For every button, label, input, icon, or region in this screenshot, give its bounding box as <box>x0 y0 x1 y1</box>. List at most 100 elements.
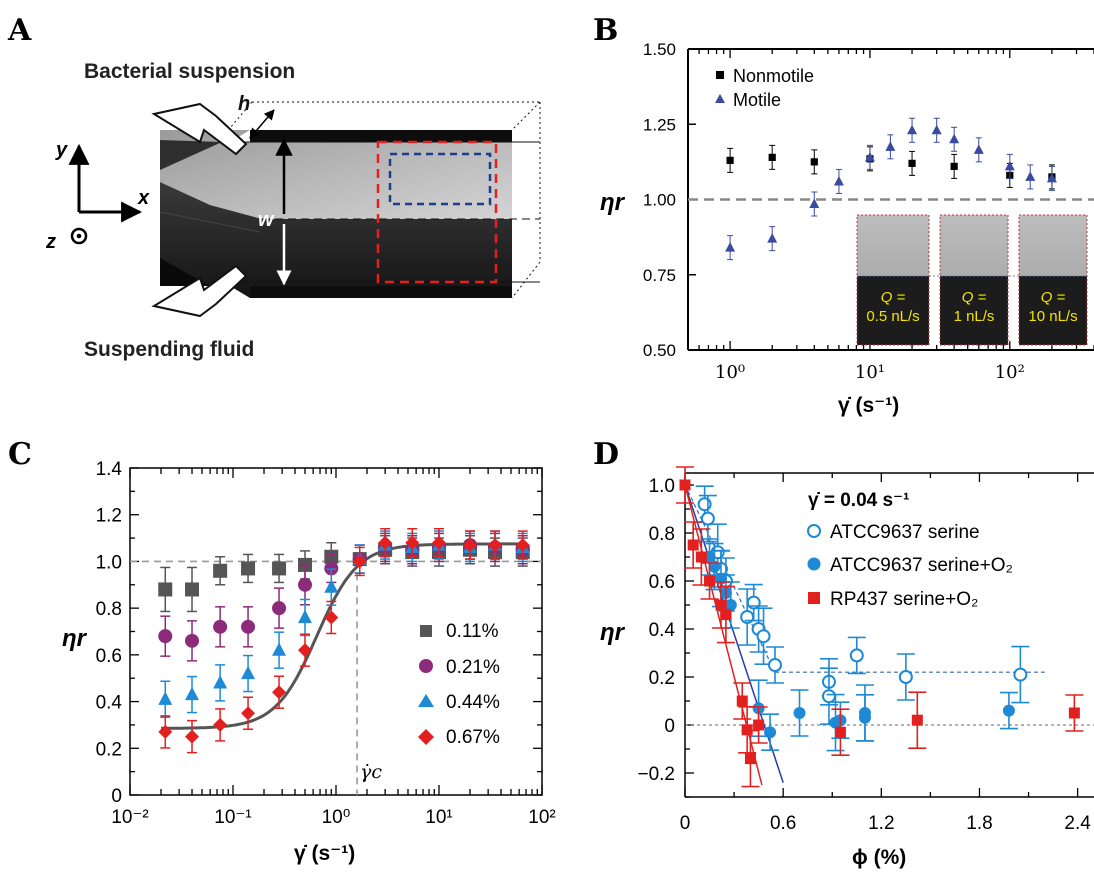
d-xtick-label: 2.4 <box>1064 813 1091 834</box>
b-point-triangle <box>809 198 820 209</box>
legend-021-marker <box>419 659 433 673</box>
d-ytick-label: 1.0 <box>649 476 675 497</box>
legend-021-label: 0.21% <box>446 657 500 678</box>
c-ytick-label: 0.6 <box>96 646 122 667</box>
c-point-diamond <box>488 538 503 553</box>
c-point-triangle <box>185 686 200 701</box>
c-point-diamond <box>378 535 393 550</box>
c-ytick-label: 0.4 <box>96 693 123 714</box>
panel-b-chart: 0.50 0.75 1.00 1.25 1.50 10⁰ 10¹ 10² Q = 0.5 nL… <box>600 40 1094 417</box>
d-ytick-label: 0.8 <box>649 524 675 545</box>
b-point-triangle <box>885 141 896 151</box>
d-point-square <box>753 719 765 731</box>
b-point-triangle <box>1004 160 1015 171</box>
b-point-square <box>768 153 776 161</box>
b-point-triangle <box>767 233 778 243</box>
c-point-diamond <box>185 729 200 744</box>
critical-shear-label: γ̇c <box>360 761 382 783</box>
c-point-triangle <box>158 691 173 705</box>
b-ytick-label: 1.25 <box>643 115 676 134</box>
inlet-arrow-bottom <box>151 264 248 318</box>
d-xtick-label: 1.2 <box>868 813 894 834</box>
channel-micrograph <box>159 130 512 298</box>
b-point-triangle <box>833 175 844 186</box>
d-point-square <box>687 539 699 551</box>
legend-044-label: 0.44% <box>446 692 500 713</box>
b-point-square <box>810 158 818 166</box>
c-point-diamond <box>432 535 446 550</box>
legend-nonmotile-label: Nonmotile <box>733 66 814 86</box>
d-point-open-circle <box>898 670 913 684</box>
c-point-diamond <box>463 538 478 553</box>
inset-1-flow-value: 0.5 nL/s <box>866 308 919 325</box>
c-point-diamond <box>158 724 173 739</box>
d-point-square <box>679 479 691 491</box>
d-ytick-label: 0.4 <box>649 620 676 641</box>
c-point-diamond <box>324 610 339 625</box>
legend-rp437-label: RP437 serine+O₂ <box>830 589 978 610</box>
dim-w-label: w <box>258 209 275 231</box>
d-point-square <box>834 726 846 738</box>
c-point-circle <box>297 577 312 592</box>
coordinate-axes: y x z <box>45 139 150 253</box>
d-xtick-label: 0.6 <box>770 813 796 834</box>
d-point-open-circle <box>849 648 864 663</box>
d-point-open-circle <box>697 497 712 512</box>
d-point-open-circle <box>1013 667 1028 682</box>
c-point-triangle <box>241 665 256 680</box>
legend-011-marker <box>420 625 432 637</box>
legend-044-marker <box>418 694 434 707</box>
axis-x-label: x <box>137 187 150 209</box>
b-point-triangle <box>1046 172 1057 183</box>
c-ytick-label: 0.2 <box>96 739 122 760</box>
b-point-triangle <box>1025 171 1036 181</box>
microfluidic-schematic: Bacterial suspension Suspending fluid <box>45 60 541 361</box>
inset-3-q-label: Q = <box>1041 289 1066 306</box>
c-point-square <box>272 561 287 576</box>
c-point-diamond <box>515 538 530 553</box>
d-point-open-circle <box>756 629 771 644</box>
d-point-circle <box>764 726 777 739</box>
b-xtick-label: 10⁰ <box>715 362 745 383</box>
c-ytick-label: 1.0 <box>96 552 122 573</box>
legend-067-label: 0.67% <box>446 727 500 748</box>
panel-letter-d: D <box>593 437 619 472</box>
legend-067-marker <box>418 729 434 745</box>
c-point-triangle <box>324 579 339 593</box>
c-ytick-label: 0.8 <box>96 599 122 620</box>
axis-z-label: z <box>45 231 56 253</box>
c-point-diamond <box>272 685 287 700</box>
c-point-circle <box>158 629 173 644</box>
b-point-triangle <box>973 144 984 154</box>
c-point-diamond <box>213 717 228 732</box>
red-observation-window <box>376 140 498 284</box>
panel-b-xlabel: γ̇ (s⁻¹) <box>838 394 899 417</box>
panel-d-chart: −0.2 0 0.2 0.4 0.6 0.8 1.0 0 0.6 1.2 1.8 2.4 γ̇ = 0… <box>600 466 1094 869</box>
c-point-circle <box>272 601 287 616</box>
legend-atcc-serine-label: ATCC9637 serine <box>830 522 980 543</box>
d-xtick-label: 0 <box>680 813 691 834</box>
flow-rate-insets: Q = 0.5 nL/s Q = 1 nL/s Q = 10 nL/s <box>856 214 1088 346</box>
panel-c-xlabel: γ̇ (s⁻¹) <box>294 842 355 865</box>
legend-atcc-serine-marker <box>807 524 821 538</box>
b-ytick-label: 0.75 <box>643 266 676 285</box>
d-ytick-label: 0.6 <box>649 572 675 593</box>
d-point-circle <box>793 707 806 719</box>
b-ytick-label: 0.50 <box>643 341 676 360</box>
c-xtick-label: 10⁰ <box>322 807 351 828</box>
legend-nonmotile-marker <box>716 71 724 79</box>
bacterial-suspension-label: Bacterial suspension <box>84 60 295 83</box>
c-point-circle <box>213 619 228 634</box>
c-xtick-label: 10⁻¹ <box>214 807 252 828</box>
c-point-square <box>241 561 256 576</box>
legend-011-label: 0.11% <box>446 621 499 642</box>
d-point-square <box>1068 707 1080 719</box>
d-point-circle <box>1002 704 1015 717</box>
legend-motile-marker <box>715 94 725 103</box>
panel-d-legend: ATCC9637 serine ATCC9637 serine+O₂ RP437… <box>807 522 1013 610</box>
panel-letter-a: A <box>7 13 32 48</box>
legend-rp437-marker <box>808 592 820 604</box>
d-ytick-label: 0.2 <box>649 668 675 689</box>
b-ytick-label: 1.50 <box>643 40 676 59</box>
